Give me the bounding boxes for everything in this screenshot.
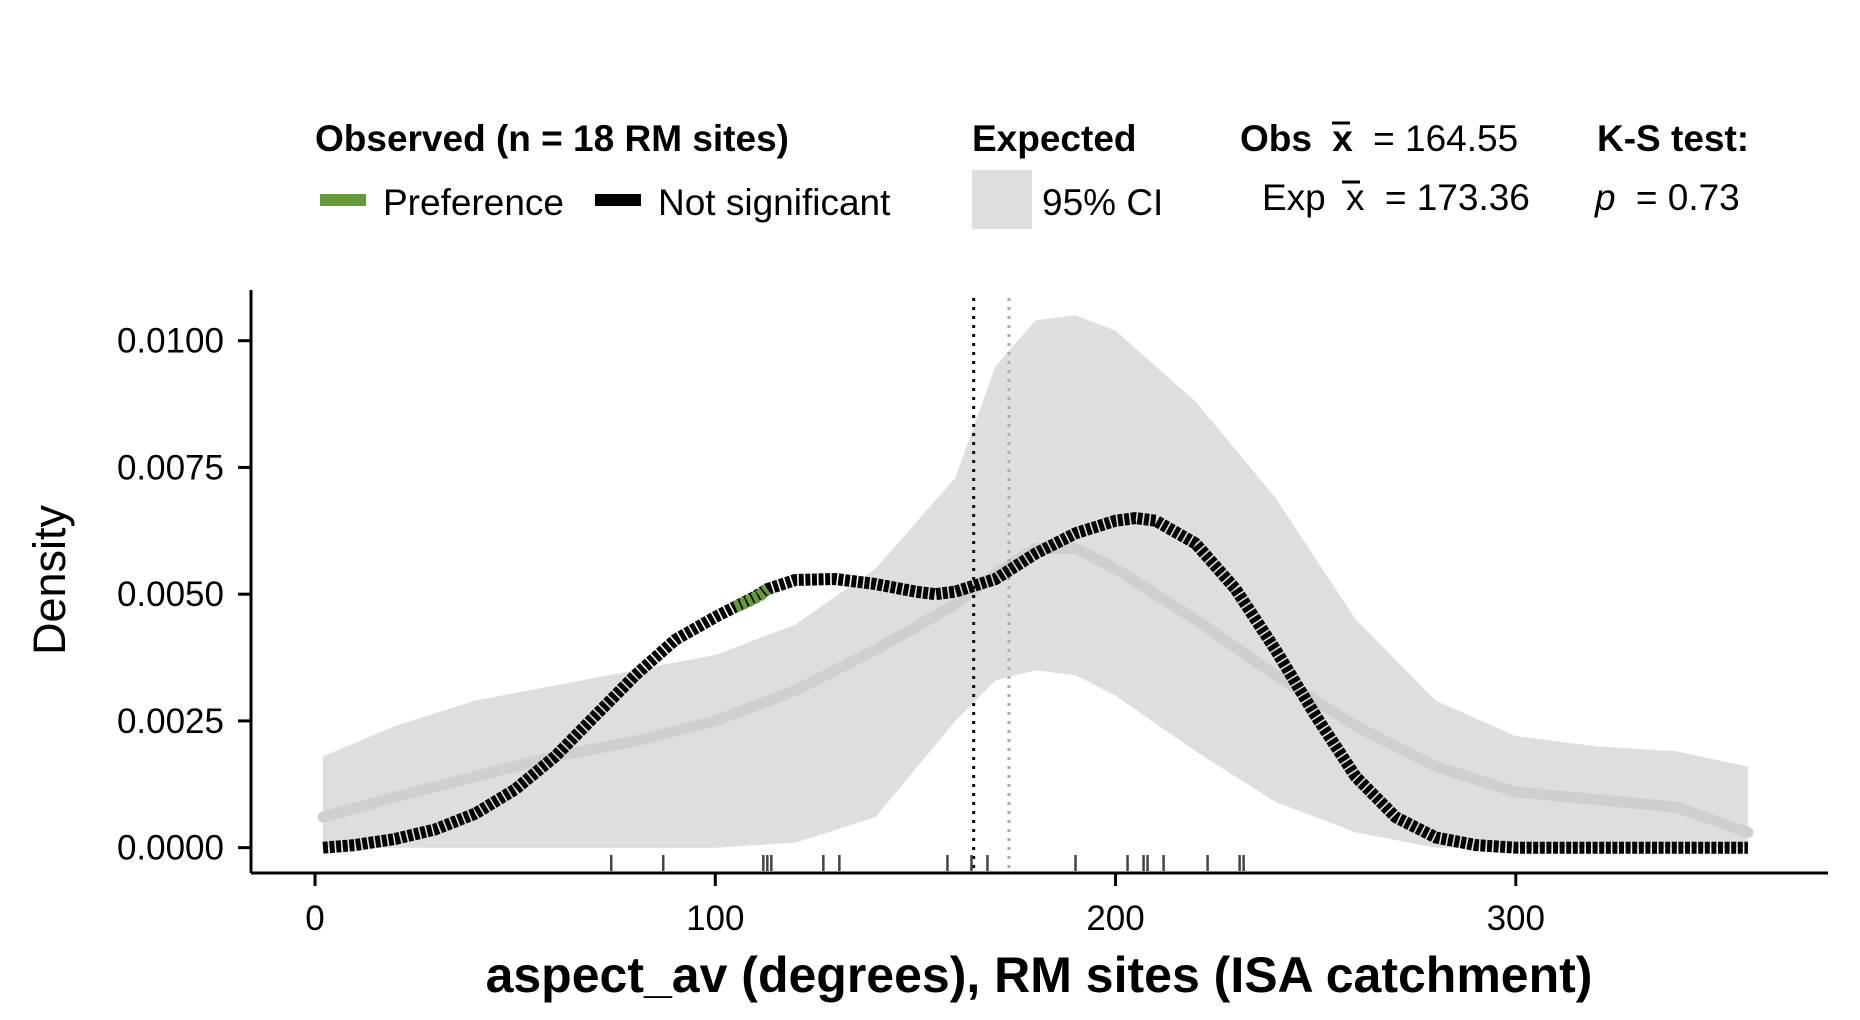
legend-observed: Observed (n = 18 RM sites) Preference No… — [315, 118, 891, 223]
observed-line-layer — [322, 512, 1748, 854]
legend-not-significant-label: Not significant — [658, 182, 891, 223]
ci-band-layer — [323, 315, 1748, 848]
legend-ks-test: K-S test: p = 0.73 — [1594, 118, 1749, 218]
expected-line-layer — [317, 543, 1754, 838]
legend-ci-key — [972, 170, 1032, 229]
legend-ks-p: p = 0.73 — [1594, 177, 1740, 218]
obs-mean-value: = 164.55 — [1373, 118, 1518, 159]
legend-ci-label: 95% CI — [1042, 182, 1163, 223]
observed-density-line — [322, 512, 1748, 854]
x-tick-label: 200 — [1086, 899, 1144, 938]
y-tick-label: 0.0075 — [117, 448, 224, 487]
ci-band — [323, 315, 1748, 848]
x-tick-label: 300 — [1487, 899, 1545, 938]
y-tick-label: 0.0025 — [117, 702, 224, 741]
exp-mean-prefix: Exp — [1262, 177, 1326, 218]
expected-density-line — [317, 543, 1754, 838]
y-tick-label: 0.0050 — [117, 575, 224, 614]
mean-lines-layer — [972, 298, 1011, 873]
legend-preference-key — [320, 194, 366, 206]
legend-observed-title: Observed (n = 18 RM sites) — [315, 118, 789, 159]
legend-ks-title: K-S test: — [1597, 118, 1749, 159]
obs-mean-prefix: Obs — [1240, 118, 1312, 159]
legend-expected-title: Expected — [972, 118, 1137, 159]
rug-layer — [609, 855, 1245, 871]
exp-mean-symbol: x — [1346, 177, 1365, 218]
legend-preference-label: Preference — [383, 182, 564, 223]
legend-means: Obs x = 164.55 Exp x = 173.36 — [1240, 118, 1530, 218]
y-ticks: 0.0000 0.0025 0.0050 0.0075 0.0100 — [117, 322, 251, 868]
x-ticks: 0 100 200 300 — [305, 873, 1545, 938]
y-tick-label: 0.0100 — [117, 322, 224, 361]
ks-p-symbol: p — [1594, 177, 1616, 218]
exp-mean-value: = 173.36 — [1385, 177, 1530, 218]
x-axis-title: aspect_av (degrees), RM sites (ISA catch… — [486, 947, 1593, 1003]
legend-not-significant-key — [595, 194, 641, 206]
obs-mean-symbol: x — [1332, 118, 1353, 159]
ks-p-value: = 0.73 — [1636, 177, 1740, 218]
legend-exp-mean: Exp x = 173.36 — [1262, 177, 1530, 218]
y-axis-title: Density — [24, 504, 75, 655]
x-tick-label: 0 — [305, 899, 324, 938]
legend-obs-mean: Obs x = 164.55 — [1240, 118, 1518, 159]
y-tick-label: 0.0000 — [117, 829, 224, 868]
axes — [249, 290, 1828, 875]
x-tick-label: 100 — [686, 899, 744, 938]
legend-expected: Expected 95% CI — [972, 118, 1163, 229]
